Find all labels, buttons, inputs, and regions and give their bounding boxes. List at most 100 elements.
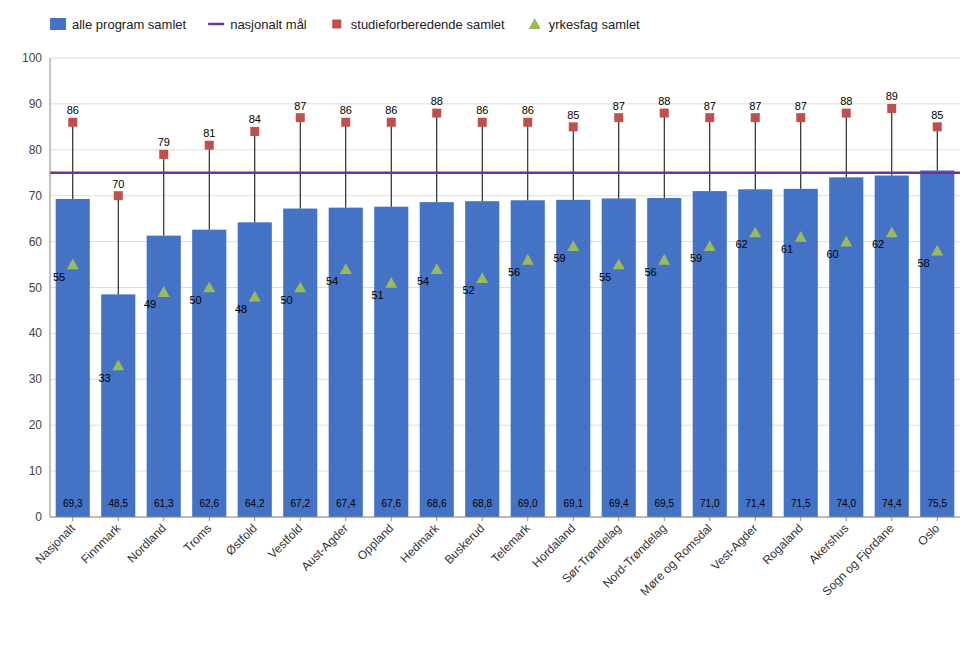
point-label: 88: [431, 95, 443, 107]
bar: [784, 189, 818, 517]
square-marker: [842, 109, 851, 118]
point-label: 51: [371, 289, 383, 301]
bar-label: 48,5: [109, 498, 129, 509]
connector: [391, 122, 392, 206]
y-tick-label: 80: [29, 143, 43, 157]
data-labels: 69,348,561,362,664,267,267,467,668,668,8…: [53, 90, 947, 509]
triangle-marker: [522, 254, 534, 265]
x-tick: [755, 517, 756, 521]
grid-line: [50, 379, 960, 380]
square-marker: [114, 191, 123, 200]
point-label: 54: [417, 275, 429, 287]
x-tick: [254, 517, 255, 521]
x-tick-label: Østfold: [223, 521, 260, 558]
triangle-marker: [931, 245, 943, 256]
x-tick-label: Oppland: [354, 521, 396, 563]
point-label: 50: [189, 294, 201, 306]
point-label: 49: [144, 298, 156, 310]
grid-line: [50, 103, 960, 104]
point-label: 87: [704, 100, 716, 112]
square-marker: [705, 113, 714, 122]
x-tick: [527, 517, 528, 521]
bar: [920, 170, 954, 517]
x-tick: [846, 517, 847, 521]
bar: [556, 200, 590, 517]
point-label: 61: [781, 243, 793, 255]
bar: [238, 222, 272, 517]
grid-line: [50, 241, 960, 242]
x-tick: [300, 517, 301, 521]
square-marker: [751, 113, 760, 122]
x-tick-label: Vest-Agder: [708, 521, 760, 573]
x-tick-label: Hedmark: [398, 521, 443, 566]
x-tick: [72, 517, 73, 521]
connector: [163, 154, 164, 235]
bar-label: 69,4: [609, 498, 629, 509]
x-tick: [163, 517, 164, 521]
x-tick: [345, 517, 346, 521]
point-label: 87: [294, 100, 306, 112]
connector: [345, 122, 346, 207]
triangle-marker: [704, 240, 716, 251]
point-label: 33: [98, 372, 110, 384]
square-marker: [205, 141, 214, 150]
point-label: 50: [280, 294, 292, 306]
connector: [254, 131, 255, 222]
grid: [50, 58, 960, 517]
x-tick: [118, 517, 119, 521]
square-marker: [887, 104, 896, 113]
bar: [101, 294, 135, 517]
grid-line: [50, 471, 960, 472]
y-tick-label: 10: [29, 464, 43, 478]
connector: [209, 145, 210, 229]
square-marker: [660, 109, 669, 118]
bar: [693, 191, 727, 517]
y-axis: [50, 58, 51, 517]
point-label: 85: [931, 109, 943, 121]
bar-label: 69,1: [564, 498, 584, 509]
legend-swatch: [529, 18, 541, 29]
square-marker: [250, 127, 259, 136]
point-label: 86: [385, 104, 397, 116]
bar-label: 71,0: [700, 498, 720, 509]
triangle-marker: [749, 226, 761, 237]
point-label: 62: [735, 238, 747, 250]
legend-label: studieforberedende samlet: [351, 17, 505, 32]
bar: [420, 202, 454, 517]
bar-label: 64,2: [245, 498, 265, 509]
triangle-marker: [385, 277, 397, 288]
square-marker: [796, 113, 805, 122]
triangle-marker: [795, 231, 807, 242]
x-tick: [573, 517, 574, 521]
point-label: 56: [508, 266, 520, 278]
connector: [300, 118, 301, 209]
y-tick-label: 0: [35, 510, 42, 524]
x-tick-label: Aust-Agder: [299, 521, 351, 573]
x-tick: [618, 517, 619, 521]
y-tick-label: 70: [29, 189, 43, 203]
point-label: 59: [690, 252, 702, 264]
legend-swatch: [50, 18, 66, 30]
grid-line: [50, 58, 960, 59]
grid-line: [50, 425, 960, 426]
triangle-marker: [476, 272, 488, 283]
bar-label: 69,5: [655, 498, 675, 509]
x-tick: [664, 517, 665, 521]
triangle-marker: [203, 282, 215, 293]
bar-label: 67,2: [291, 498, 311, 509]
square-marker: [159, 150, 168, 159]
marks: [50, 104, 960, 517]
bar: [283, 209, 317, 517]
connector: [937, 127, 938, 171]
y-tick-label: 20: [29, 418, 43, 432]
x-tick-label: Nasjonalt: [33, 521, 79, 567]
connector: [800, 118, 801, 189]
x-tick-label: Oslo: [915, 521, 943, 549]
bar: [192, 230, 226, 517]
point-label: 86: [522, 104, 534, 116]
bar-label: 67,4: [336, 498, 356, 509]
triangle-marker: [294, 282, 306, 293]
connector: [891, 108, 892, 175]
bar-label: 67,6: [382, 498, 402, 509]
bar-label: 71,4: [746, 498, 766, 509]
